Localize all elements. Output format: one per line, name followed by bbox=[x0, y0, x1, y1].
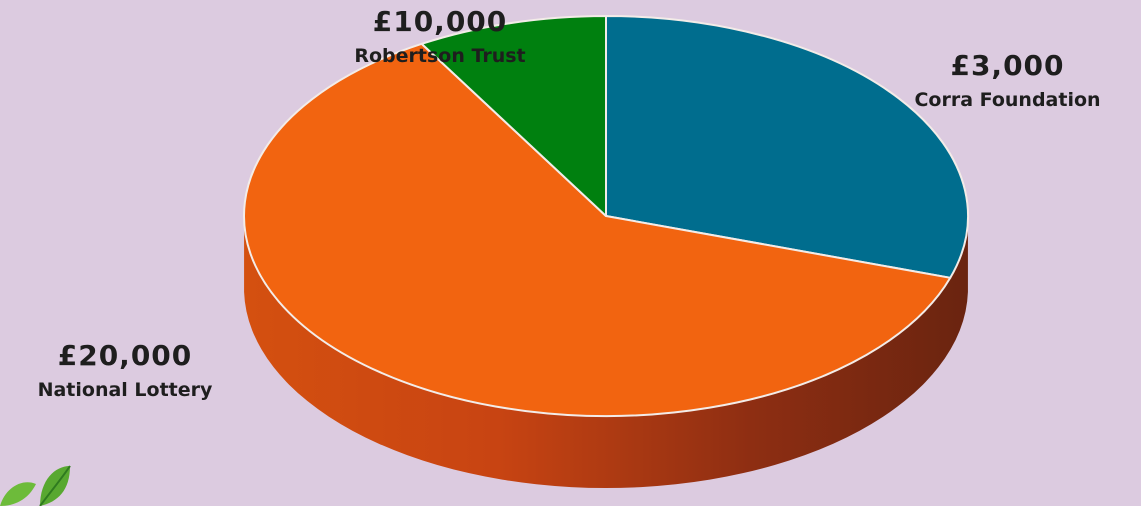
pie-top-face bbox=[243, 15, 969, 417]
slice-amount: £20,000 bbox=[57, 339, 193, 372]
slice-label-corra-foundation: £3,000 Corra Foundation bbox=[880, 50, 1135, 112]
pie-side-wall-face bbox=[244, 212, 968, 489]
slice-name: National Lottery bbox=[37, 379, 213, 401]
slice-name: Robertson Trust bbox=[354, 45, 526, 67]
pie-slice-robertson-trust bbox=[420, 15, 607, 217]
slice-label-robertson-trust: £10,000 Robertson Trust bbox=[330, 6, 550, 68]
slice-amount: £3,000 bbox=[950, 49, 1065, 82]
slice-name: Corra Foundation bbox=[914, 89, 1101, 111]
leaf-icon bbox=[0, 465, 71, 506]
pie-slice-corra-foundation bbox=[605, 15, 969, 279]
pie-side-wall bbox=[244, 212, 968, 489]
slice-label-national-lottery: £20,000 National Lottery bbox=[0, 340, 250, 402]
slice-amount: £10,000 bbox=[372, 5, 508, 38]
pie-slice-national-lottery bbox=[243, 42, 952, 417]
